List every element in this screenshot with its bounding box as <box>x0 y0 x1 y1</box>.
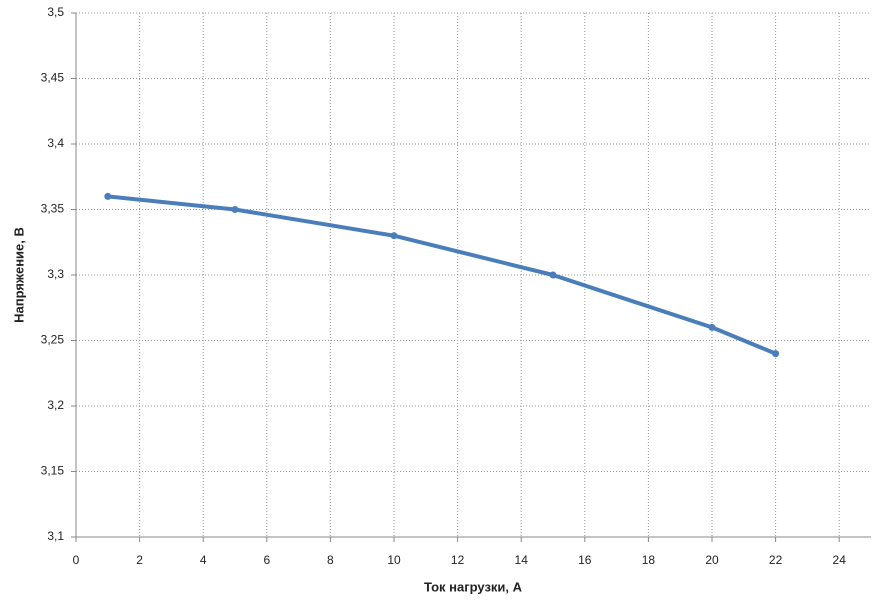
x-tick-label: 0 <box>73 553 80 567</box>
data-point <box>772 350 780 358</box>
data-point <box>390 232 398 240</box>
data-point <box>708 323 716 331</box>
y-tick-label: 3,2 <box>47 398 64 412</box>
series-line <box>107 194 777 356</box>
x-tick-label: 24 <box>833 553 847 567</box>
x-axis-title: Ток нагрузки, А <box>424 579 523 594</box>
y-tick-label: 3,5 <box>47 5 64 19</box>
x-tick-label: 10 <box>387 553 401 567</box>
data-point <box>104 192 112 200</box>
x-tick-label: 6 <box>263 553 270 567</box>
y-tick-label: 3,3 <box>47 267 64 281</box>
y-tick-label: 3,15 <box>41 464 65 478</box>
y-tick-label: 3,4 <box>47 136 64 150</box>
y-tick-label: 3,1 <box>47 529 64 543</box>
x-tick-label: 4 <box>200 553 207 567</box>
x-tick-label: 2 <box>136 553 143 567</box>
x-tick-label: 8 <box>327 553 334 567</box>
y-tick-label: 3,25 <box>41 333 65 347</box>
y-tick-label: 3,35 <box>41 202 65 216</box>
x-tick-label: 20 <box>705 553 719 567</box>
y-axis-title: Напряжение, В <box>11 227 26 323</box>
x-tick-label: 12 <box>451 553 465 567</box>
x-tick-label: 14 <box>515 553 529 567</box>
x-tick-label: 18 <box>642 553 656 567</box>
y-tick-label: 3,45 <box>41 71 65 85</box>
data-point <box>231 206 239 213</box>
x-tick-label: 22 <box>769 553 783 567</box>
data-point <box>549 271 557 279</box>
x-tick-label: 16 <box>578 553 592 567</box>
